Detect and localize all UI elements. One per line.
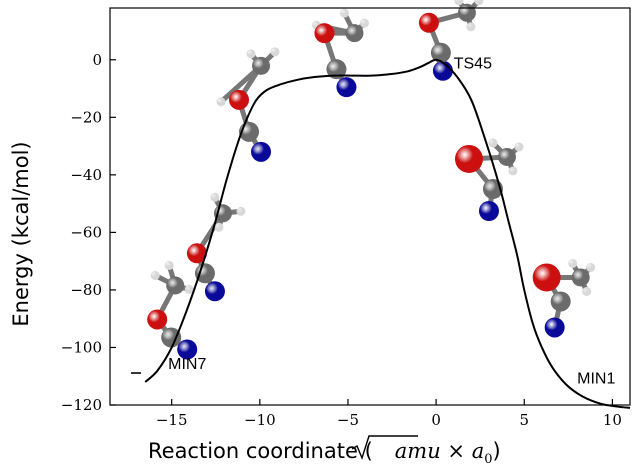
atom xyxy=(532,263,561,292)
x-tick-label: −10 xyxy=(244,411,276,429)
atom xyxy=(164,260,174,270)
bohr-subscript: 0 xyxy=(484,452,492,467)
y-tick-label: −60 xyxy=(70,223,102,241)
atom xyxy=(544,317,565,338)
atom xyxy=(246,49,256,59)
atom xyxy=(214,222,224,232)
atom xyxy=(150,270,160,280)
atom xyxy=(568,258,578,268)
sqrt-symbol xyxy=(351,435,418,461)
y-tick-label: −100 xyxy=(61,338,102,356)
atom xyxy=(345,24,364,43)
axis-ticks: −15 −10 −5 0 5 10 0 −20 −40 −60 −80 −100 −120 xyxy=(61,51,622,429)
annotation-label: TS45 xyxy=(454,55,492,72)
atom xyxy=(418,12,439,33)
atom xyxy=(184,284,194,294)
x-axis-label-text: Reaction coordinate ( xyxy=(148,439,373,463)
atom xyxy=(204,281,225,302)
y-tick-label: −80 xyxy=(70,281,102,299)
x-tick-label: 0 xyxy=(431,411,441,429)
atom xyxy=(251,141,272,162)
atom xyxy=(514,142,524,152)
atom xyxy=(339,8,349,18)
x-tick-label: −5 xyxy=(337,411,359,429)
y-tick-label: −120 xyxy=(61,396,102,414)
y-tick-label: 0 xyxy=(92,51,102,69)
atom xyxy=(582,286,592,296)
atom xyxy=(474,0,484,6)
annotation-label: MIN7 xyxy=(168,356,206,373)
plot-frame xyxy=(109,7,631,406)
atom xyxy=(550,291,571,312)
y-axis-label: Energy (kcal/mol) xyxy=(9,141,33,326)
atom xyxy=(430,42,451,63)
atom xyxy=(177,339,198,360)
atom xyxy=(478,200,499,221)
atom xyxy=(326,59,347,80)
atom xyxy=(236,206,246,216)
annotations: TS45 MIN7 MIN1 xyxy=(131,55,615,387)
atom xyxy=(147,309,168,330)
atom xyxy=(454,144,483,173)
atom xyxy=(186,243,207,264)
atom xyxy=(508,166,518,176)
atom xyxy=(229,89,250,110)
atom xyxy=(571,268,590,287)
energy-curve xyxy=(144,58,631,409)
atom xyxy=(336,77,357,98)
atom xyxy=(497,147,516,166)
atom xyxy=(270,47,280,57)
y-tick-label: −20 xyxy=(70,108,102,126)
bohr-symbol: a xyxy=(472,439,485,463)
atom xyxy=(194,263,215,284)
x-tick-label: 5 xyxy=(519,411,529,429)
times-symbol: × xyxy=(441,439,472,463)
atom xyxy=(216,97,226,107)
x-tick-label: −15 xyxy=(156,411,188,429)
atom xyxy=(457,3,476,22)
atom xyxy=(210,192,220,202)
atom xyxy=(252,56,271,75)
atom xyxy=(488,138,498,148)
atom xyxy=(166,276,185,295)
atom xyxy=(454,0,464,6)
molecule-structures xyxy=(147,0,596,360)
x-axis-label: Reaction coordinate ( amu × a0) xyxy=(148,439,501,467)
atom xyxy=(586,262,596,272)
y-tick-label: −40 xyxy=(70,166,102,184)
atom xyxy=(314,23,335,44)
annotation-label: MIN1 xyxy=(577,370,615,387)
sqrt-radicand: amu xyxy=(395,439,441,463)
atom xyxy=(161,327,182,348)
x-tick-label: 10 xyxy=(603,411,622,429)
atom xyxy=(466,22,476,32)
x-axis-label-close: ) xyxy=(493,439,501,463)
atom xyxy=(359,18,369,28)
